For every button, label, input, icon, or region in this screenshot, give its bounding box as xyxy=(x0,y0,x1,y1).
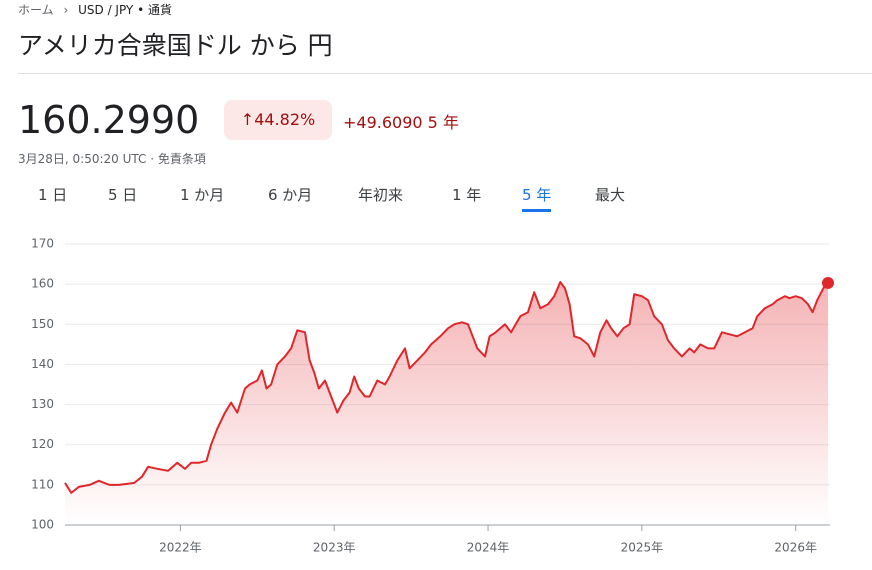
y-tick-label: 130 xyxy=(31,397,54,411)
y-tick-label: 120 xyxy=(31,437,54,451)
x-tick-label: 2024年 xyxy=(467,541,510,555)
tab[interactable]: 6 か月 xyxy=(268,186,313,204)
x-tick-label: 2026年 xyxy=(774,541,817,555)
breadcrumb-current: USD / JPY • 通貨 xyxy=(78,3,172,17)
change-abs: +49.6090 xyxy=(343,113,423,132)
tab[interactable]: 5 年 xyxy=(522,184,552,212)
change-badge: ↑44.82% xyxy=(224,100,332,140)
y-tick-label: 170 xyxy=(31,237,54,251)
price: 160.2990 xyxy=(18,98,200,142)
y-tick-label: 150 xyxy=(31,317,54,331)
y-tick-label: 160 xyxy=(31,277,54,291)
breadcrumb-home[interactable]: ホーム xyxy=(18,3,54,17)
tab[interactable]: 1 か月 xyxy=(180,186,225,204)
tab[interactable]: 1 年 xyxy=(452,186,482,204)
area-fill xyxy=(65,282,828,525)
x-tick-label: 2023年 xyxy=(313,541,356,555)
tabs: 1 日 5 日 1 か月 6 か月 年初来 1 年 5 年 最大 xyxy=(0,182,700,216)
title: アメリカ合衆国ドル から 円 xyxy=(18,31,333,60)
y-tick-label: 140 xyxy=(31,357,54,371)
y-tick-label: 110 xyxy=(31,477,54,491)
tab[interactable]: 1 日 xyxy=(38,186,68,204)
y-tick-label: 100 xyxy=(31,518,54,532)
x-tick-label: 2025年 xyxy=(621,541,664,555)
arrow-up: ↑ xyxy=(240,110,255,129)
change-period: 5 年 xyxy=(427,113,459,132)
tab[interactable]: 5 日 xyxy=(108,186,138,204)
divider xyxy=(18,73,872,74)
breadcrumb: ホーム › USD / JPY • 通貨 xyxy=(18,1,172,18)
change: +49.6090 5 年 xyxy=(343,109,459,133)
tab[interactable]: 年初来 xyxy=(358,186,404,204)
x-tick-label: 2022年 xyxy=(159,541,202,555)
change-pct: 44.82% xyxy=(254,110,316,129)
price-line xyxy=(64,281,829,494)
last-point xyxy=(822,276,834,289)
timestamp: 3月28日, 0:50:20 UTC · 免責条項 xyxy=(18,152,206,166)
tab[interactable]: 最大 xyxy=(595,186,626,204)
chevron: › xyxy=(63,3,69,17)
